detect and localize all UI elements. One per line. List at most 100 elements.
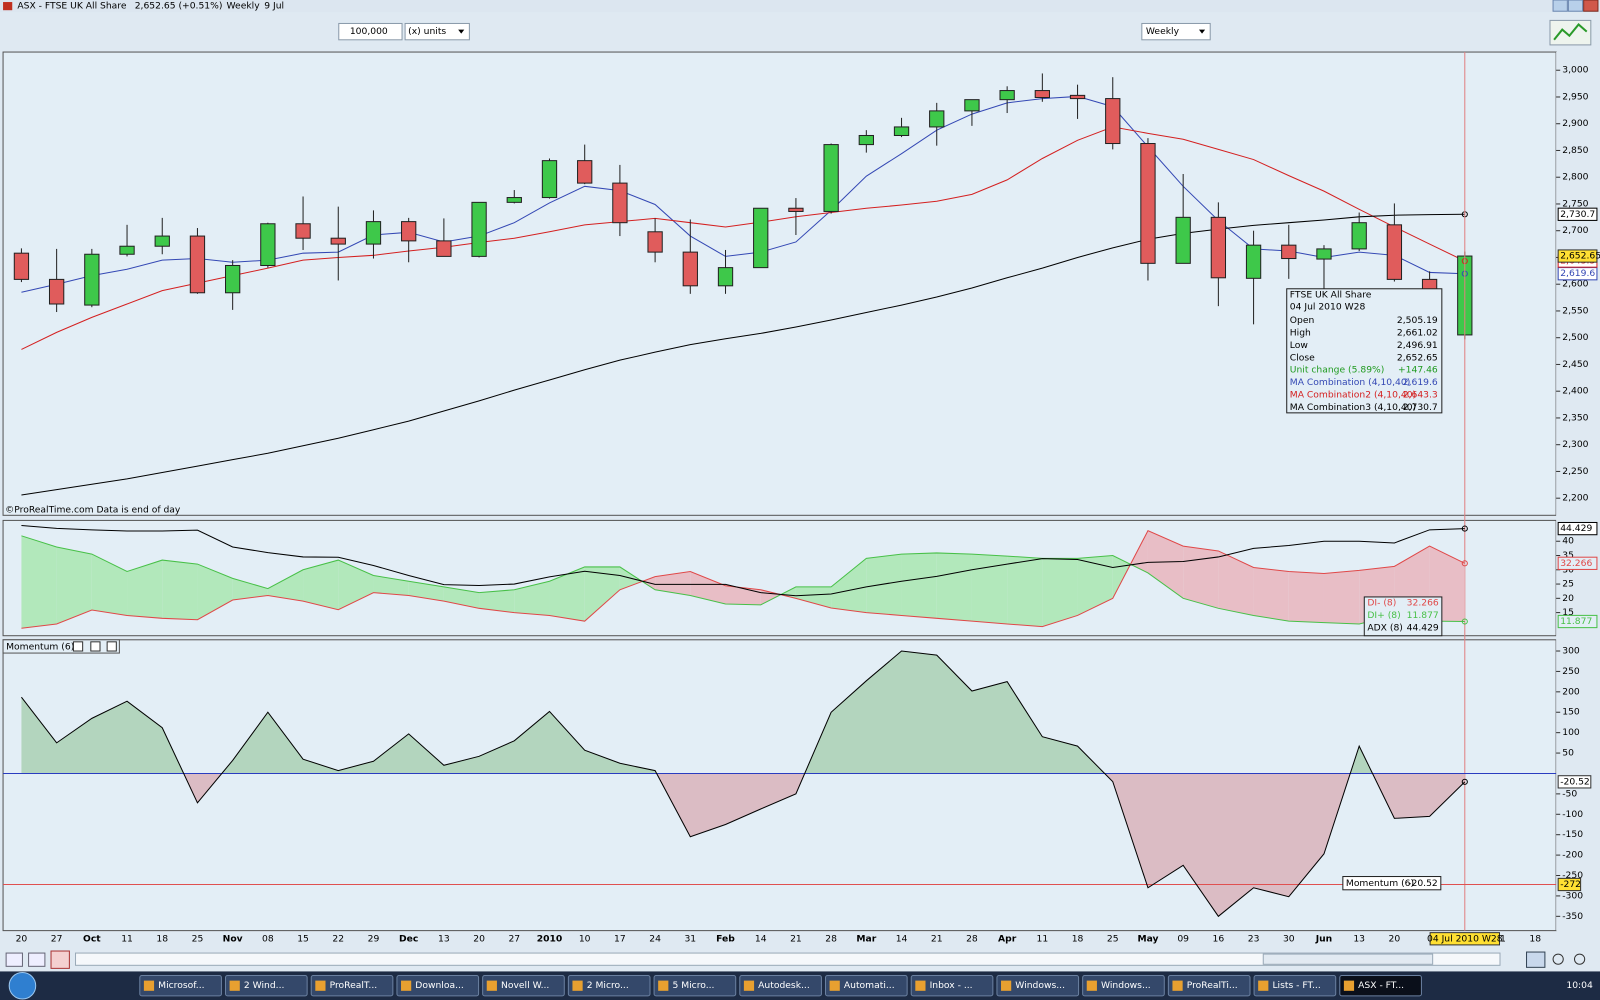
- di-fill: [1112, 555, 1131, 599]
- taskbar-item[interactable]: [739, 975, 822, 997]
- di-fill: [338, 560, 374, 610]
- y-tick-label: 40: [1562, 536, 1574, 547]
- taskbar-item[interactable]: [310, 975, 394, 997]
- candle-body: [330, 237, 346, 245]
- y-tick-label: 2,200: [1562, 493, 1588, 504]
- candle-body: [964, 99, 980, 112]
- window-icon[interactable]: [90, 641, 101, 652]
- legend-value: 44.429: [1407, 623, 1439, 634]
- taskbar-icon: [1172, 980, 1183, 991]
- timeframe-dropdown[interactable]: [1141, 22, 1211, 41]
- tooltip-value: 2,505.19: [1397, 315, 1438, 326]
- x-tick-label: Mar: [856, 933, 876, 944]
- chart-panel: [2, 51, 1557, 516]
- taskbar-item[interactable]: [996, 975, 1080, 997]
- candle-body: [13, 252, 30, 280]
- taskbar-item[interactable]: [396, 975, 480, 997]
- print-button[interactable]: [28, 952, 46, 967]
- taskbar-item[interactable]: [825, 975, 908, 997]
- candle-body: [365, 221, 382, 245]
- taskbar-item[interactable]: [1167, 975, 1251, 997]
- quantity-input[interactable]: [338, 22, 403, 41]
- taskbar-icon: [401, 980, 412, 991]
- window-title: ASX - FTSE UK All Share: [17, 1, 127, 12]
- taskbar-item[interactable]: [482, 975, 565, 997]
- taskbar-item[interactable]: [910, 975, 994, 997]
- taskbar-item[interactable]: [653, 975, 737, 997]
- taskbar-item[interactable]: [1082, 975, 1165, 997]
- x-tick-label: Dec: [399, 933, 418, 944]
- x-tick-label: 28: [966, 933, 978, 944]
- di-fill: [1218, 550, 1254, 616]
- tooltip-value: 2,619.6: [1403, 377, 1438, 388]
- di-fill: [91, 554, 128, 616]
- settings-icon[interactable]: [72, 641, 84, 652]
- y-tick-label: 300: [1562, 646, 1580, 657]
- ma-line: [21, 126, 1466, 350]
- tooltip-label: MA Combination (4,10,40): [1290, 377, 1411, 388]
- di-fill: [373, 575, 409, 596]
- x-tick-label: 20: [473, 933, 485, 944]
- close-icon[interactable]: [106, 641, 117, 652]
- x-tick-label: 28: [825, 933, 837, 944]
- y-tick-label: 2,300: [1562, 439, 1588, 450]
- legend: [1363, 596, 1443, 637]
- taskbar-icon: [743, 980, 755, 991]
- mail-button[interactable]: [5, 952, 23, 967]
- candle-body: [189, 235, 206, 294]
- scroll-thumb[interactable]: [1262, 953, 1434, 965]
- x-tick-label: 13: [1353, 933, 1365, 944]
- maximize-button[interactable]: [1567, 0, 1584, 12]
- x-tick-label: 31: [684, 933, 696, 944]
- x-tick-label: 18: [1529, 933, 1541, 944]
- candle-body: [1105, 98, 1121, 145]
- x-tick-label: 22: [332, 933, 344, 944]
- taskbar-icon: [229, 980, 240, 991]
- taskbar-item[interactable]: [225, 975, 308, 997]
- candle-body: [647, 231, 663, 253]
- candle-body: [682, 251, 698, 287]
- di-fill: [971, 554, 1008, 625]
- taskbar-item[interactable]: [567, 975, 651, 997]
- di-line: [21, 525, 1465, 597]
- x-tick-label: 09: [1177, 933, 1189, 944]
- x-tick-label: 15: [297, 933, 309, 944]
- delete-button[interactable]: [50, 950, 70, 969]
- y-tick-label: -350: [1562, 911, 1583, 922]
- di-fill: [831, 558, 867, 613]
- taskbar-label: Downloa...: [415, 980, 464, 991]
- taskbar-icon: [486, 980, 497, 991]
- momentum-fill: [21, 773, 1465, 917]
- zoom-in-icon[interactable]: [1552, 953, 1564, 965]
- start-button[interactable]: [8, 971, 37, 1000]
- taskbar-icon: [1001, 980, 1012, 991]
- y-tick-label: 35: [1562, 550, 1574, 561]
- zoom-out-icon[interactable]: [1573, 953, 1586, 965]
- tooltip-label: Open: [1290, 315, 1315, 326]
- scrollbar[interactable]: [75, 952, 1501, 966]
- x-tick-label: Jun: [1315, 933, 1332, 944]
- y-tick-label: 25: [1562, 579, 1574, 590]
- x-tick-label: 17: [614, 933, 626, 944]
- di-fill: [514, 581, 550, 616]
- candle-body: [788, 207, 804, 212]
- taskbar-items: Microsof... 2 Wind... ProRealT... Downloa..…: [139, 975, 1422, 997]
- y-tick-label: -300: [1562, 890, 1583, 901]
- taskbar-item[interactable]: [1339, 975, 1422, 997]
- di-line: [21, 530, 1466, 629]
- chart-icon: [1553, 23, 1588, 41]
- zoom-button[interactable]: [1526, 951, 1546, 968]
- chart-type-button[interactable]: [1549, 19, 1592, 46]
- candle-body: [1175, 216, 1191, 264]
- taskbar-item[interactable]: [1253, 975, 1337, 997]
- minimize-button[interactable]: [1552, 0, 1568, 12]
- y-tick-label: 50: [1562, 748, 1574, 759]
- taskbar-item[interactable]: [139, 975, 222, 997]
- taskbar-label: Windows...: [1015, 980, 1065, 991]
- close-button[interactable]: [1583, 0, 1599, 12]
- di-fill: [1147, 530, 1184, 599]
- units-dropdown[interactable]: [404, 22, 470, 41]
- candle-body: [48, 278, 65, 305]
- tooltip-title: FTSE UK All Share: [1290, 289, 1372, 300]
- x-tick-label: 10: [579, 933, 591, 944]
